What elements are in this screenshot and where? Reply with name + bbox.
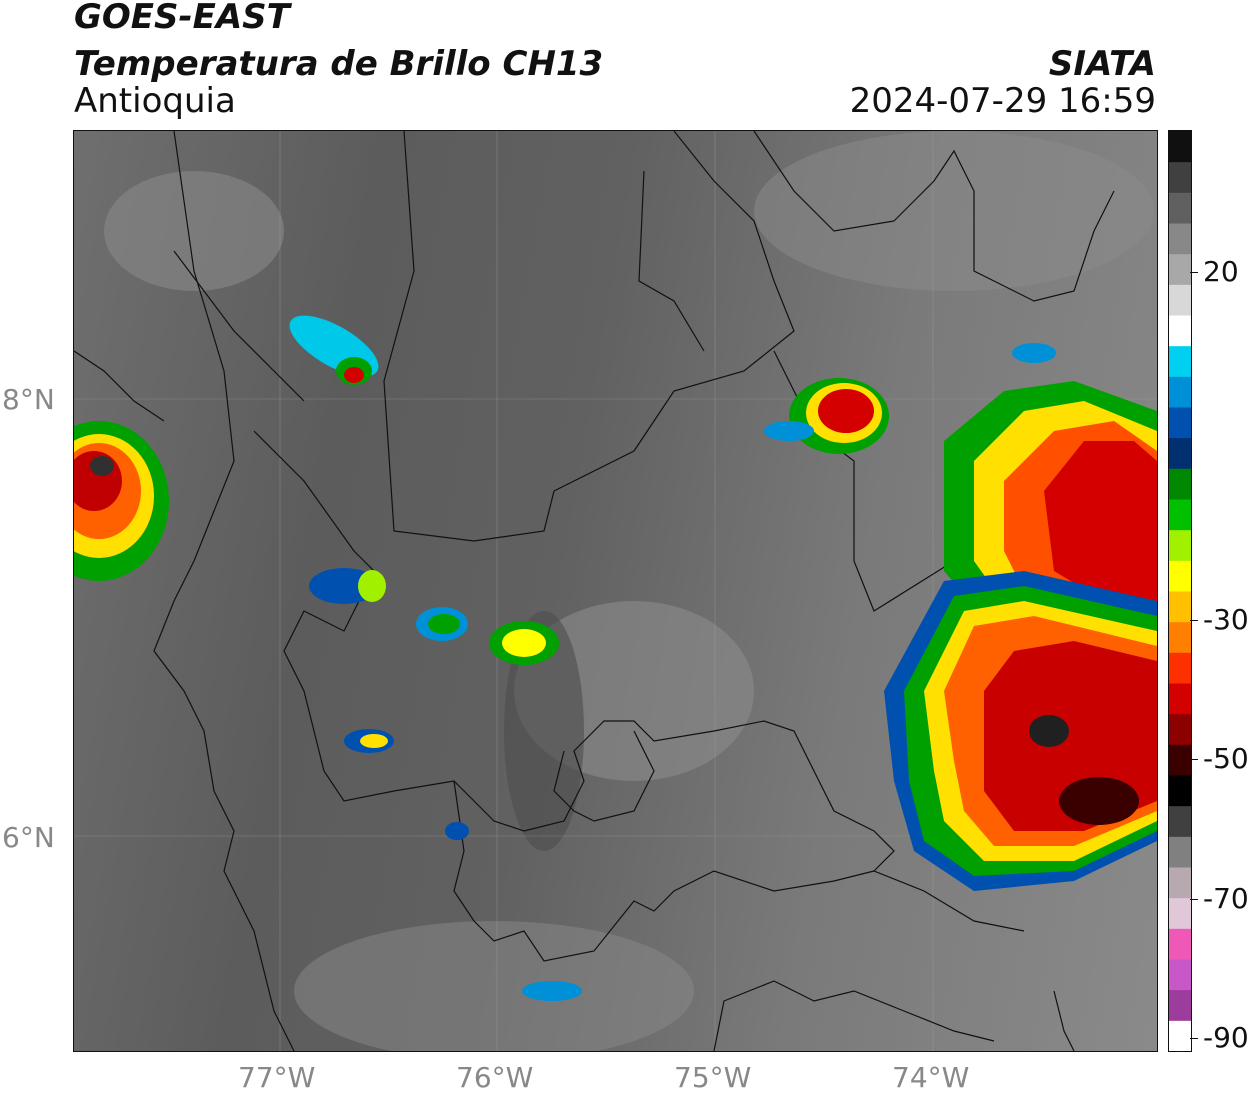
lon-label-76w: 76°W <box>456 1061 534 1094</box>
colorbar-tick <box>1190 899 1198 900</box>
colorbar-band <box>1169 867 1191 899</box>
colorbar-band <box>1169 1020 1191 1051</box>
lon-label-75w: 75°W <box>674 1061 752 1094</box>
colorbar-band <box>1169 591 1191 623</box>
colorbar-label-20: 20 <box>1203 255 1239 288</box>
colorbar-band <box>1169 744 1191 776</box>
colorbar-band <box>1169 345 1191 377</box>
colorbar-band <box>1169 683 1191 715</box>
colorbar-band <box>1169 928 1191 960</box>
map-imagery <box>74 131 1157 1051</box>
region-label: Antioquia <box>74 81 236 121</box>
title-satellite: GOES-EAST <box>74 0 290 37</box>
colorbar-label-minus90: -90 <box>1203 1021 1249 1054</box>
colorbar-band <box>1169 652 1191 684</box>
colorbar-band <box>1169 499 1191 531</box>
colorbar-label-minus70: -70 <box>1203 882 1249 915</box>
colorbar-band <box>1169 775 1191 807</box>
colorbar-band <box>1169 560 1191 592</box>
colorbar-gradient <box>1169 131 1191 1051</box>
colorbar-band <box>1169 897 1191 929</box>
colorbar-band <box>1169 989 1191 1021</box>
lon-label-74w: 74°W <box>892 1061 970 1094</box>
colorbar-band <box>1169 713 1191 745</box>
colorbar-band <box>1169 836 1191 868</box>
colorbar-band <box>1169 468 1191 500</box>
organization-label: SIATA <box>1048 44 1156 84</box>
colorbar-label-minus50: -50 <box>1203 742 1249 775</box>
colorbar-band <box>1169 529 1191 561</box>
colorbar-band <box>1169 805 1191 837</box>
colorbar-band <box>1169 376 1191 408</box>
colorbar-tick <box>1190 272 1198 273</box>
colorbar <box>1168 130 1192 1052</box>
colorbar-band <box>1169 407 1191 439</box>
colorbar-band <box>1169 223 1191 255</box>
lat-label-8n: 8°N <box>2 383 55 416</box>
colorbar-tick <box>1190 759 1198 760</box>
colorbar-band <box>1169 621 1191 653</box>
colorbar-band <box>1169 192 1191 224</box>
colorbar-band <box>1169 131 1191 163</box>
colorbar-band <box>1169 161 1191 193</box>
colorbar-band <box>1169 437 1191 469</box>
timestamp-label: 2024-07-29 16:59 <box>849 81 1156 121</box>
colorbar-band <box>1169 284 1191 316</box>
lon-label-77w: 77°W <box>238 1061 316 1094</box>
title-product: Temperatura de Brillo CH13 <box>74 44 604 84</box>
colorbar-label-minus30: -30 <box>1203 603 1249 636</box>
colorbar-tick <box>1190 620 1198 621</box>
colorbar-band <box>1169 253 1191 285</box>
colorbar-tick <box>1190 1038 1198 1039</box>
satellite-map[interactable] <box>73 130 1158 1052</box>
colorbar-band <box>1169 315 1191 347</box>
colorbar-band <box>1169 959 1191 991</box>
lat-label-6n: 6°N <box>2 821 55 854</box>
